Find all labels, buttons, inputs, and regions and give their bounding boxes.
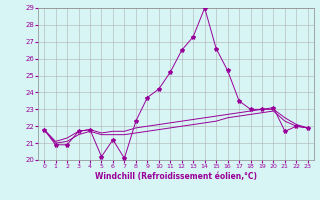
- X-axis label: Windchill (Refroidissement éolien,°C): Windchill (Refroidissement éolien,°C): [95, 172, 257, 181]
